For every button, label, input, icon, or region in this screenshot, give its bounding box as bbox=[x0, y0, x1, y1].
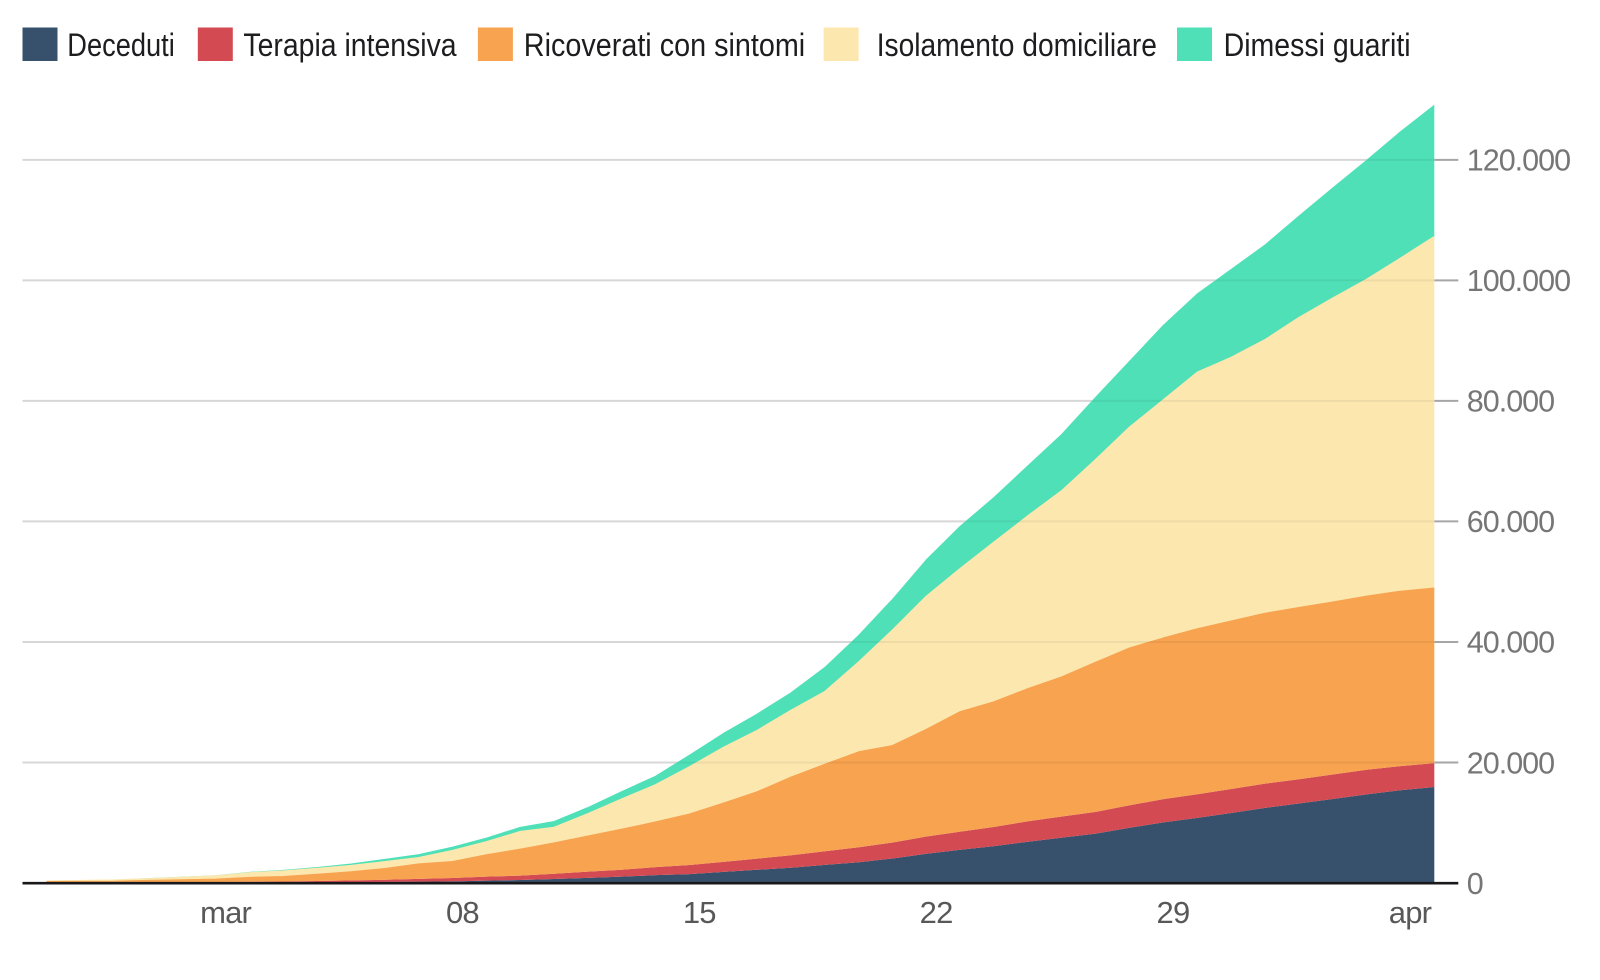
svg-text:Deceduti: Deceduti bbox=[67, 27, 175, 63]
svg-text:mar: mar bbox=[200, 895, 251, 930]
svg-text:60.000: 60.000 bbox=[1467, 505, 1554, 539]
svg-text:Isolamento domiciliare: Isolamento domiciliare bbox=[877, 27, 1157, 63]
svg-text:apr: apr bbox=[1389, 895, 1432, 930]
svg-text:0: 0 bbox=[1467, 867, 1483, 901]
svg-text:80.000: 80.000 bbox=[1467, 385, 1554, 419]
svg-text:29: 29 bbox=[1157, 895, 1190, 930]
svg-text:120.000: 120.000 bbox=[1467, 144, 1570, 178]
svg-text:Ricoverati con sintomi: Ricoverati con sintomi bbox=[524, 27, 805, 63]
svg-text:100.000: 100.000 bbox=[1467, 264, 1570, 298]
svg-text:22: 22 bbox=[920, 895, 953, 930]
svg-text:15: 15 bbox=[683, 895, 716, 930]
svg-text:20.000: 20.000 bbox=[1467, 746, 1554, 780]
svg-text:Dimessi guariti: Dimessi guariti bbox=[1224, 27, 1411, 63]
svg-text:08: 08 bbox=[446, 895, 479, 930]
svg-text:Terapia intensiva: Terapia intensiva bbox=[243, 27, 456, 63]
svg-text:40.000: 40.000 bbox=[1467, 626, 1554, 660]
